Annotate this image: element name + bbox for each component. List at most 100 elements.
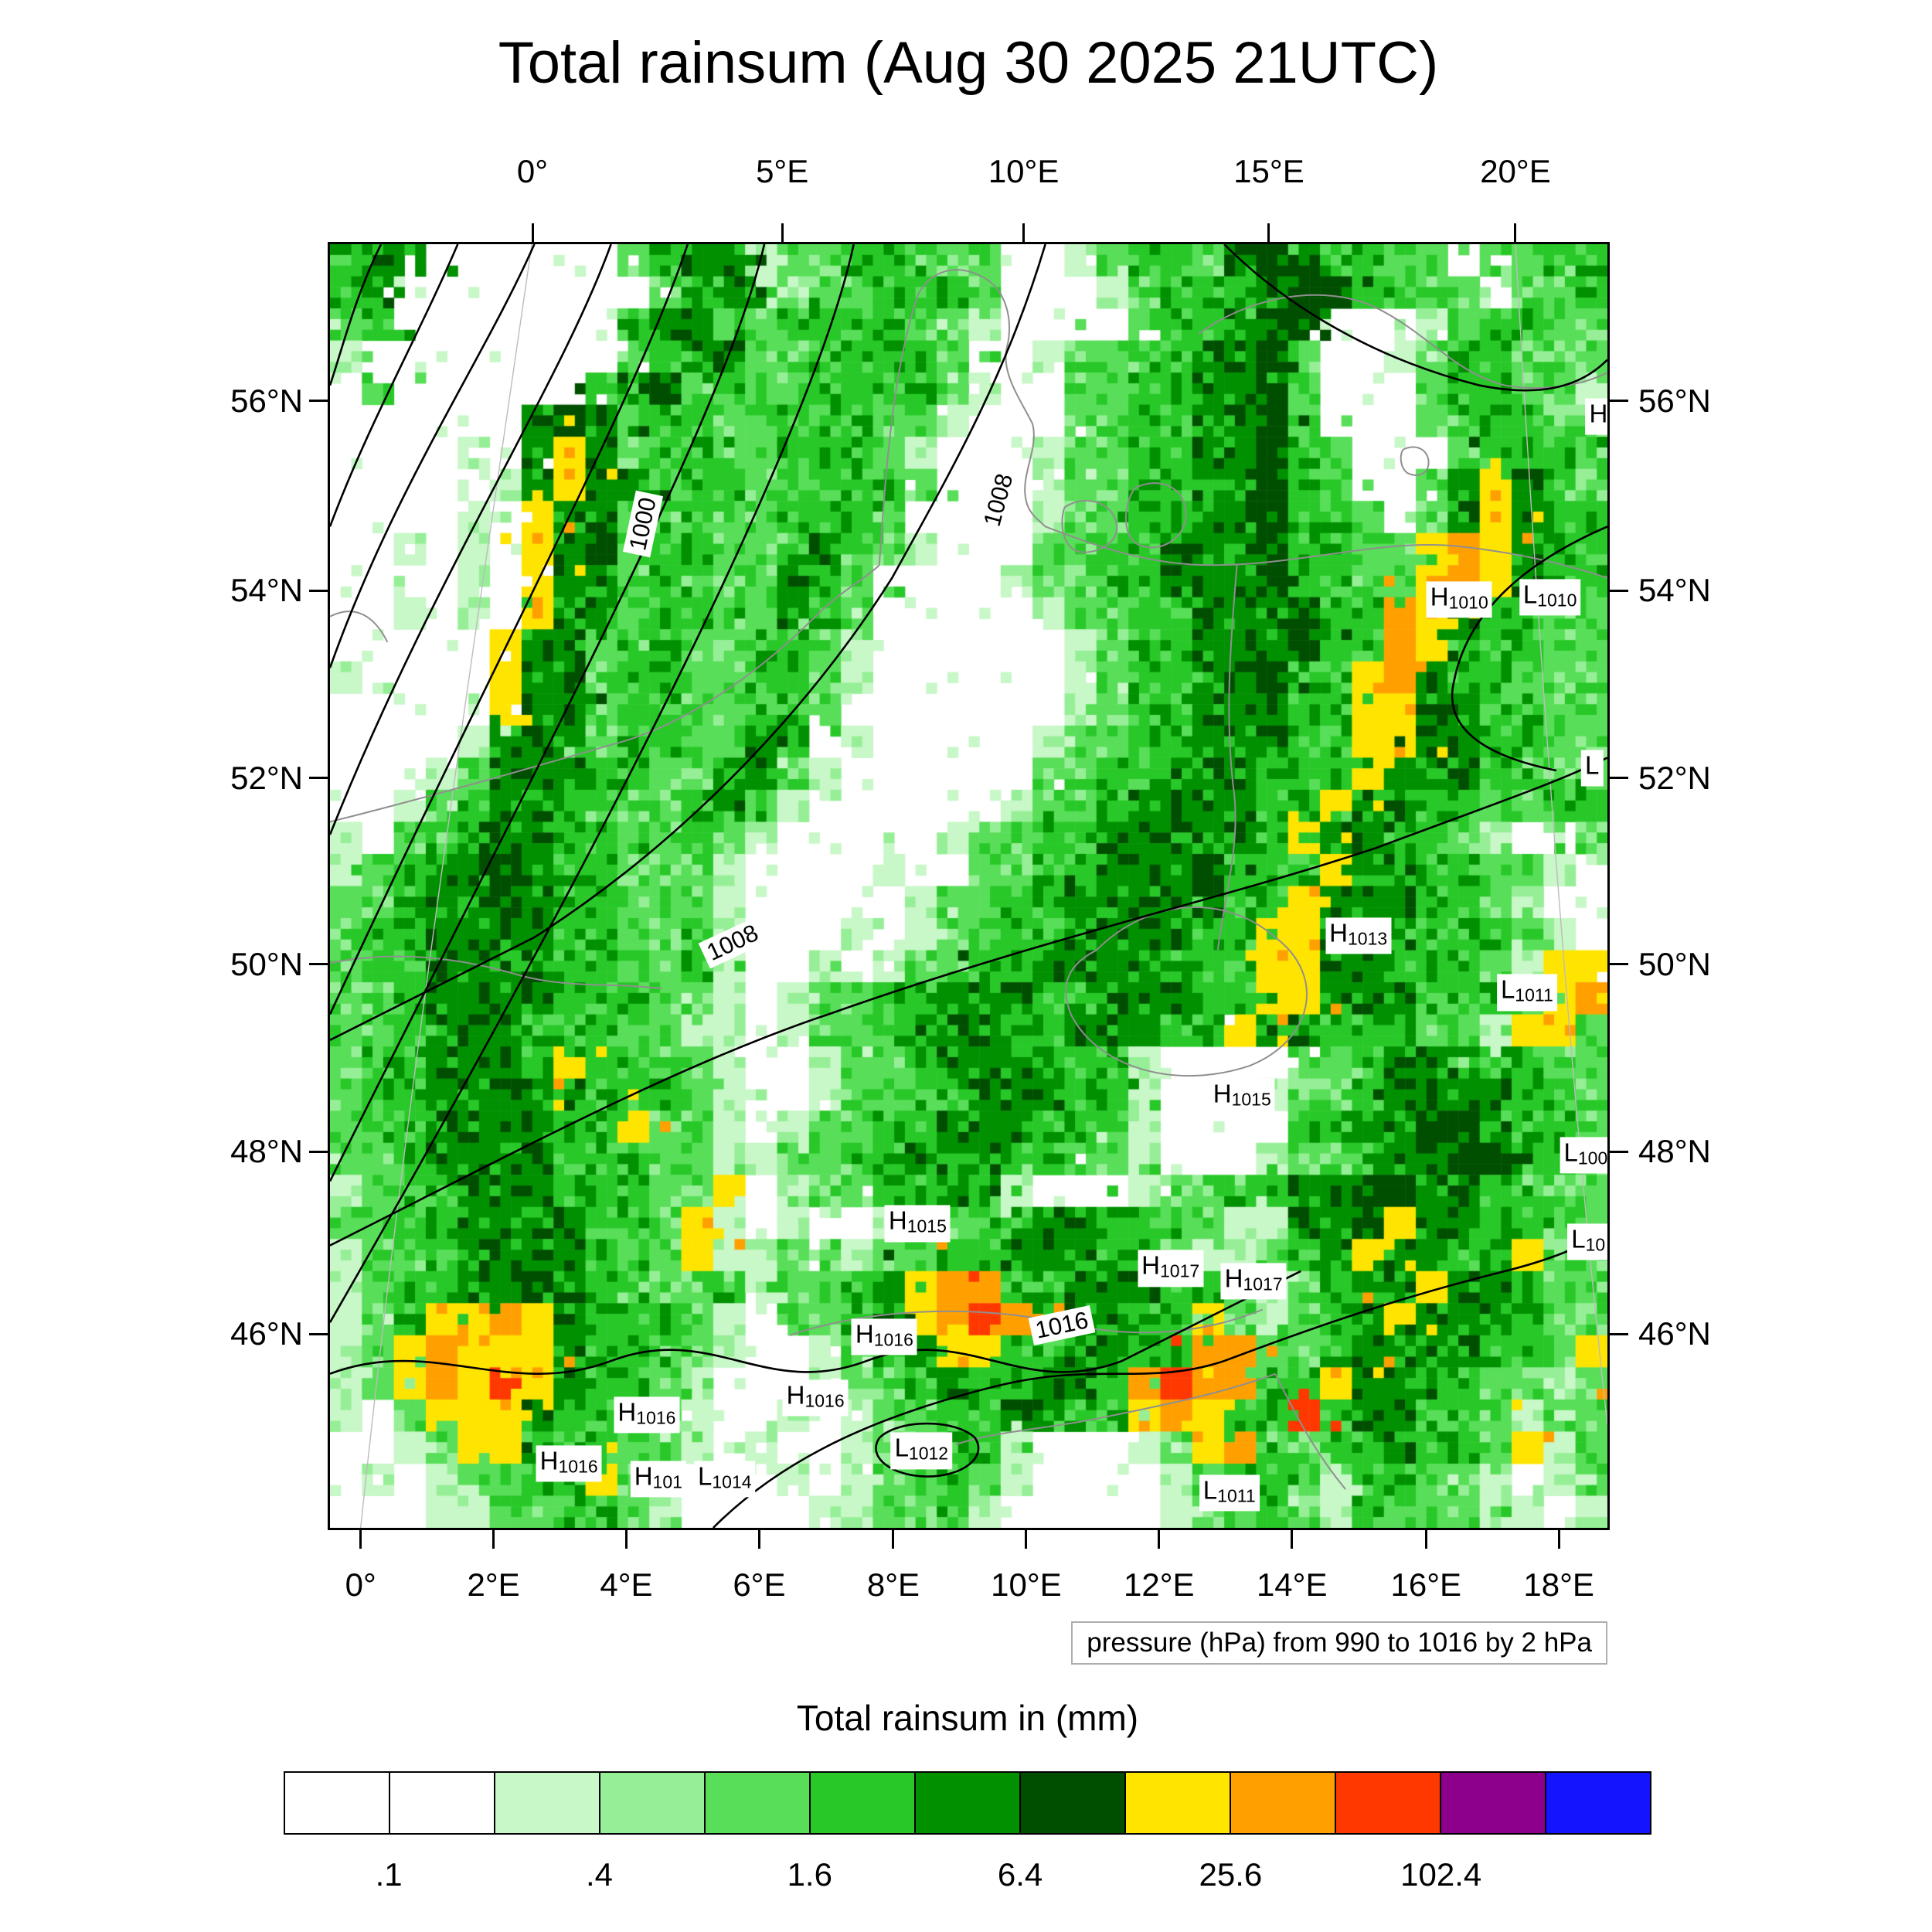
axis-label-lat-right: 54°N [1638,572,1711,609]
isobar-contour [713,1233,1607,1528]
axis-label-lon-bottom: 0° [345,1566,376,1603]
colorbar-segment [389,1771,495,1835]
map-lines-overlay [330,244,1607,1528]
rainfall-raster-canvas [330,244,1607,1528]
axis-tick-top [1267,223,1270,242]
axis-label-lat-right: 56°N [1638,382,1711,419]
coastline [1218,565,1237,950]
pressure-center-label: L100 [1560,1137,1608,1174]
pressure-center-letter: L [1500,975,1515,1004]
colorbar-segment [1230,1771,1336,1835]
axis-tick-bottom [1557,1530,1560,1549]
colorbar-segment [1335,1771,1441,1835]
axis-label-lon-bottom: 8°E [866,1566,920,1603]
pressure-center-label: L1010 [1519,579,1581,616]
graticule-line [1515,244,1607,1425]
pressure-center-letter: H [1213,1079,1232,1108]
pressure-center-label: L1012 [890,1432,953,1469]
axis-label-lon-top: 10°E [988,153,1060,189]
pressure-center-label: H1017 [1220,1263,1287,1300]
axis-tick-bottom [1424,1530,1427,1549]
pressure-center-value: 1011 [1217,1485,1256,1506]
pressure-caption: pressure (hPa) from 990 to 1016 by 2 hPa [1071,1621,1607,1665]
axis-label-lat-right: 50°N [1638,945,1711,982]
coastline [1062,501,1117,553]
pressure-center-label: H1016 [614,1396,680,1434]
isobar-contour [330,244,1046,1040]
axis-label-lon-top: 20°E [1480,153,1551,189]
isobar-contour [876,1423,978,1477]
isobar-contour [1452,526,1607,770]
colorbar-segment [1124,1771,1231,1835]
axis-label-lat-right: 46°N [1638,1315,1711,1352]
axis-label-lat-right: 48°N [1638,1133,1711,1170]
isobar-contour [330,244,457,526]
axis-tick-bottom [1291,1530,1294,1549]
colorbar-segment [599,1771,706,1835]
pressure-center-label: H [1585,398,1608,435]
axis-tick-left [309,1150,328,1153]
isobar-contour [1224,244,1607,390]
pressure-center-label: H1017 [1138,1250,1204,1287]
pressure-center-value: 1016 [636,1407,676,1428]
coastline [956,1374,1275,1444]
axis-label-lat-left: 52°N [230,759,303,796]
pressure-center-letter: H [1589,399,1608,428]
pressure-center-value: 1014 [712,1471,752,1492]
axis-tick-top [531,223,534,242]
pressure-center-value: 1013 [1347,928,1388,949]
pressure-center-label: H101 [630,1461,686,1498]
axis-tick-right [1610,1332,1628,1335]
pressure-center-label: L1011 [1199,1475,1260,1512]
pressure-center-value: 101 [652,1471,682,1492]
isobar-contour [330,244,688,1015]
axis-label-lon-top: 5°E [756,153,809,189]
pressure-center-letter: H [539,1446,559,1475]
axis-tick-right [1610,1150,1628,1153]
isobar-contour [330,244,381,386]
axis-tick-bottom [359,1530,362,1549]
axis-tick-right [1610,777,1628,780]
pressure-center-value: 100 [1577,1148,1608,1168]
pressure-center-value: 1016 [558,1456,598,1477]
pressure-center-value: 1010 [1448,592,1488,613]
axis-label-lon-bottom: 2°E [467,1566,520,1603]
pressure-center-letter: L [698,1461,713,1491]
pressure-center-letter: H [888,1206,907,1235]
axis-tick-top [781,223,784,242]
colorbar-segment [1545,1771,1651,1835]
pressure-center-value: 10 [1585,1234,1606,1255]
axis-label-lat-left: 54°N [230,572,303,609]
pressure-center-letter: L [1571,1224,1586,1253]
pressure-center-value: 1017 [1243,1274,1283,1294]
pressure-center-letter: H [855,1318,874,1348]
axis-label-lat-left: 48°N [230,1133,303,1170]
pressure-center-label: H1010 [1426,581,1492,618]
colorbar-tick-label: .4 [585,1856,613,1893]
coastline [330,957,662,989]
coastline [330,565,879,821]
colorbar-segment [1019,1771,1126,1835]
axis-label-lon-bottom: 6°E [733,1566,786,1603]
pressure-center-letter: H [1329,918,1348,947]
axis-label-lon-bottom: 18°E [1523,1566,1594,1603]
colorbar [284,1771,1651,1835]
axis-tick-bottom [892,1530,895,1549]
colorbar-segment [284,1771,390,1835]
colorbar-segment [704,1771,811,1835]
isobar-contour [330,244,534,668]
chart-title: Total rainsum (Aug 30 2025 21UTC) [498,30,1439,96]
axis-label-lon-bottom: 16°E [1390,1566,1462,1603]
legend-title: Total rainsum in (mm) [796,1698,1139,1738]
axis-tick-top [1022,223,1026,242]
colorbar-segment [494,1771,600,1835]
axis-tick-right [1610,963,1628,966]
pressure-center-label: H1016 [536,1445,602,1482]
axis-tick-left [309,1332,328,1335]
axis-label-lon-top: 15°E [1233,153,1304,189]
coastline [1401,447,1429,475]
coastline [1126,483,1186,547]
coastline [1066,907,1307,1076]
pressure-center-letter: H [1141,1250,1161,1280]
